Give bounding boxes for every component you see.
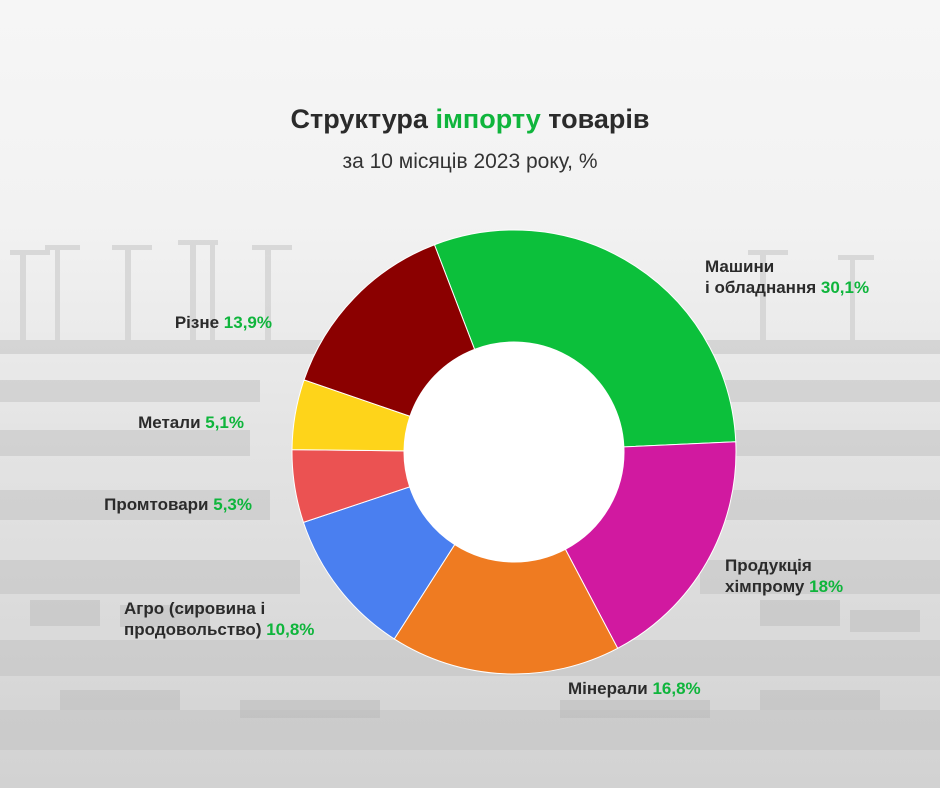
- chart-title: Структура імпорту товарів: [0, 104, 940, 135]
- title-part2: товарів: [548, 104, 650, 134]
- donut-hole: [404, 342, 624, 562]
- slice-label-other: Різне 13,9%: [175, 312, 272, 333]
- label-line1: Продукція: [725, 556, 812, 575]
- slice-value: 5,1%: [205, 413, 244, 432]
- slice-value: 13,9%: [223, 313, 272, 332]
- label-line1: Мінерали: [568, 679, 648, 698]
- label-line2: і обладнання: [705, 278, 817, 297]
- slice-label-industrial: Промтовари 5,3%: [104, 494, 252, 515]
- label-line1: Агро (сировина і: [124, 599, 266, 618]
- label-line1: Різне: [174, 313, 220, 332]
- slice-value: 18%: [809, 577, 844, 596]
- slice-label-minerals: Мінерали 16,8%: [568, 678, 701, 699]
- slice-label-machinery: Машини і обладнання 30,1%: [705, 256, 869, 298]
- slice-value: 16,8%: [652, 679, 701, 698]
- chart-subtitle: за 10 місяців 2023 року, %: [342, 150, 598, 173]
- label-line2: продовольство): [124, 620, 262, 639]
- slice-label-chemical: Продукція хімпрому 18%: [725, 555, 843, 597]
- label-line1: Метали: [138, 413, 201, 432]
- slice-label-agro: Агро (сировина і продовольство) 10,8%: [124, 598, 314, 640]
- label-line1: Промтовари: [104, 495, 209, 514]
- label-line2: хімпрому: [725, 577, 805, 596]
- slice-label-metals: Метали 5,1%: [138, 412, 244, 433]
- title-highlight: імпорту: [435, 104, 541, 134]
- title-part1: Структура: [290, 104, 428, 134]
- slice-value: 10,8%: [266, 620, 315, 639]
- slice-value: 30,1%: [820, 278, 870, 297]
- label-line1: Машини: [705, 257, 775, 276]
- slice-value: 5,3%: [213, 495, 252, 514]
